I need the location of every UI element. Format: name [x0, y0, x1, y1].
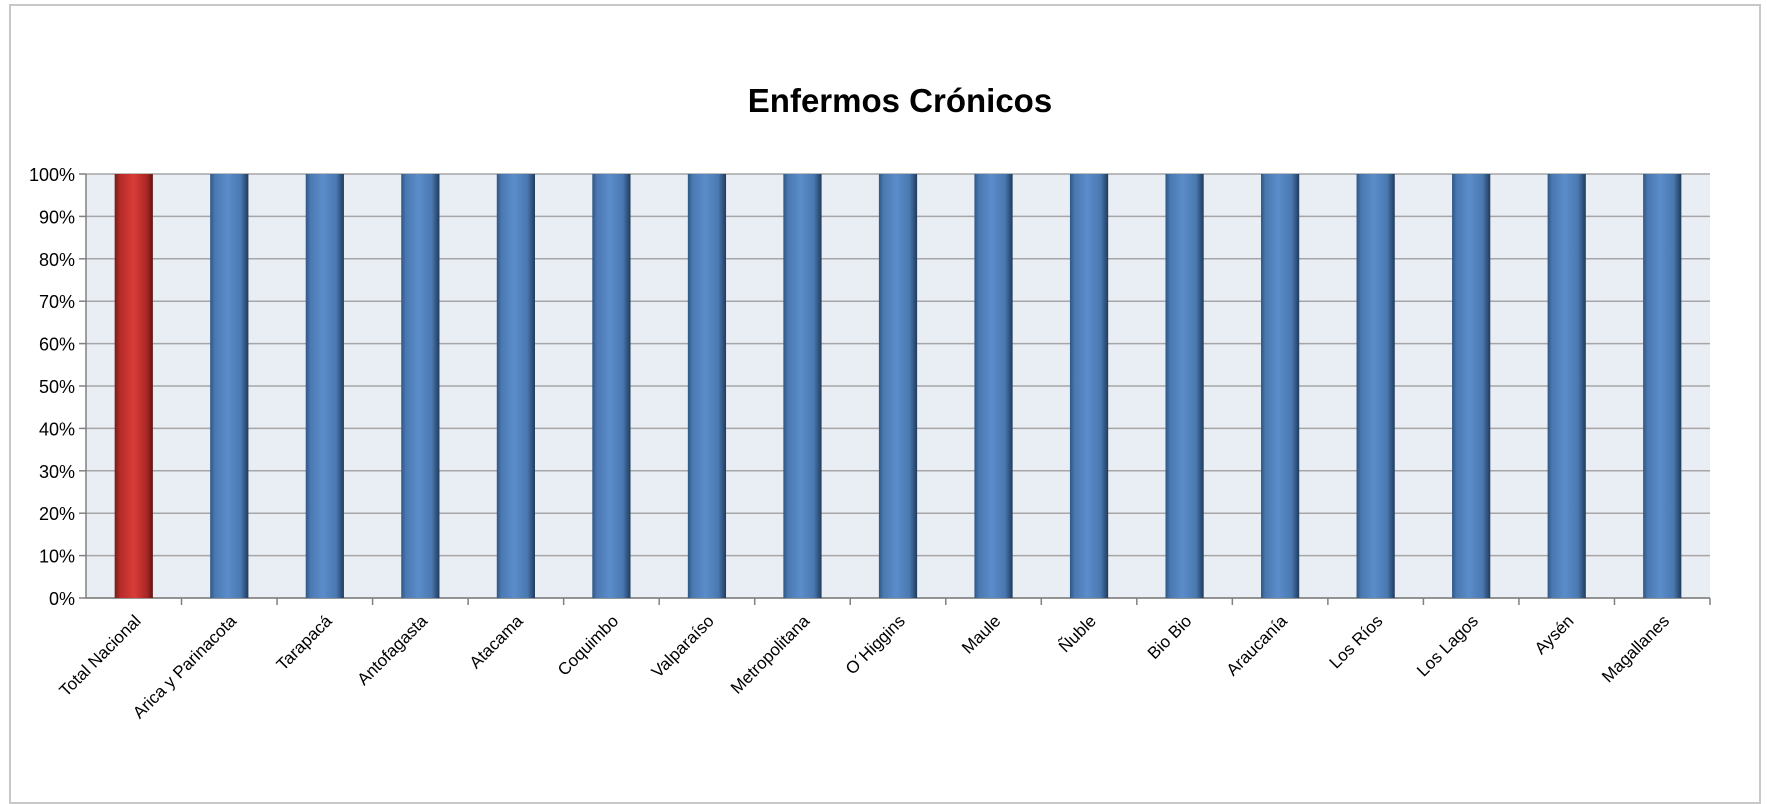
bar [496, 174, 535, 598]
bar [878, 174, 918, 598]
y-tick-label: 30% [39, 462, 75, 482]
bar [1261, 174, 1300, 598]
x-tick-label: Bio Bio [1144, 611, 1196, 663]
x-tick-label: Metropolitana [727, 611, 814, 698]
bar [592, 174, 631, 598]
x-tick-label: Valparaíso [648, 611, 718, 681]
y-tick-label: 20% [39, 504, 75, 524]
chart-title: Enfermos Crónicos [748, 82, 1052, 119]
x-tick-label: Los Lagos [1413, 611, 1482, 680]
x-tick-label: Tarapacá [273, 611, 336, 674]
bar [1165, 174, 1204, 598]
bar [401, 174, 440, 598]
bar [1643, 174, 1682, 598]
bar [114, 174, 153, 598]
bar-chart: Enfermos Crónicos 0% 10% 20% 30% 40% 50% 60% 70… [29, 82, 1711, 722]
y-tick-label: 0% [49, 589, 75, 609]
y-tick-label: 10% [39, 547, 75, 567]
bar [1069, 174, 1109, 598]
bar [783, 174, 822, 598]
x-tick-label: Araucanía [1223, 611, 1292, 680]
y-tick-label: 70% [39, 292, 75, 312]
x-tick-label: Antofagasta [354, 611, 432, 689]
y-tick-label: 50% [39, 377, 75, 397]
x-tick-label: Arica y Parinacota [129, 611, 240, 722]
x-tick-label: Total Nacional [56, 611, 145, 700]
x-tick-label: Magallanes [1598, 611, 1673, 686]
bar [305, 174, 344, 598]
bar [1356, 174, 1395, 598]
y-tick-label: 60% [39, 335, 75, 355]
bar [210, 174, 249, 598]
y-tick-label: 80% [39, 250, 75, 270]
x-tick-label: Maule [958, 611, 1004, 657]
x-tick-label: Atacama [466, 611, 527, 672]
x-tick-label: Aysén [1531, 611, 1578, 658]
bar [687, 174, 727, 598]
x-tick-label: Coquimbo [554, 611, 622, 679]
x-tick-label: Ñuble [1055, 611, 1100, 656]
x-tick-label: Los Ríos [1326, 611, 1387, 672]
y-tick-label: 40% [39, 419, 75, 439]
bar [974, 174, 1013, 598]
bar [1547, 174, 1586, 598]
bar [1452, 174, 1491, 598]
y-tick-label: 100% [29, 165, 75, 185]
x-tick-label: O´Higgins [842, 611, 909, 678]
y-tick-label: 90% [39, 207, 75, 227]
